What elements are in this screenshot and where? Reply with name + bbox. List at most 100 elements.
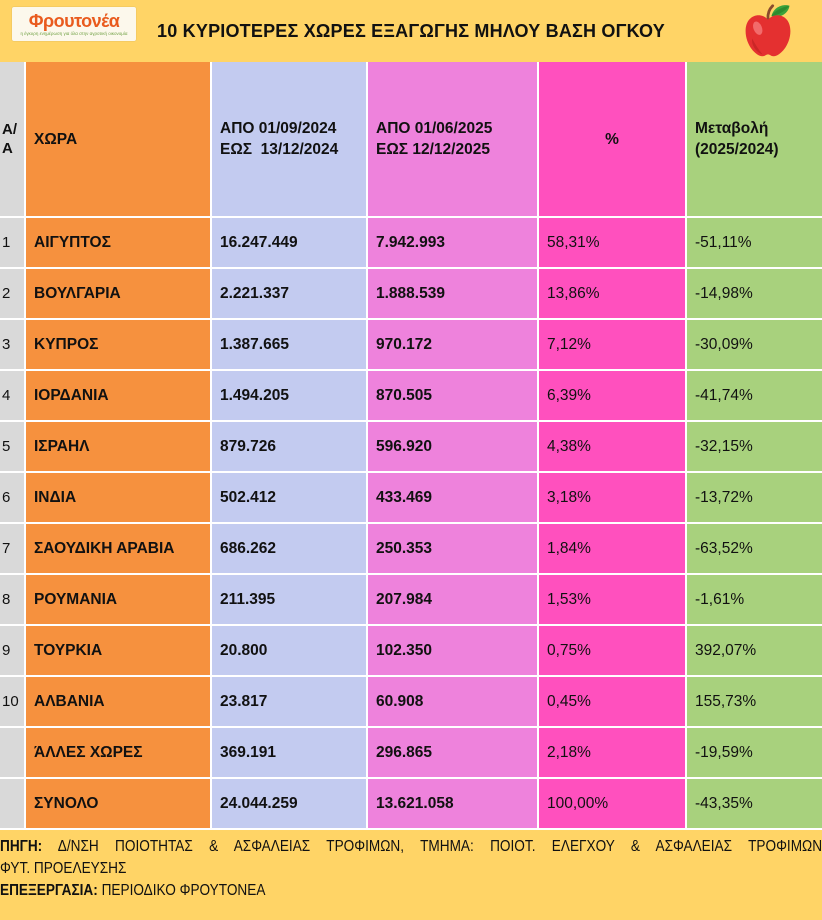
share-cell: 7,12% xyxy=(539,320,685,369)
processing-line: ΕΠΕΞΕΡΓΑΣΙΑ: ΠΕΡΙΟΔΙΚΟ ΦΡΟΥΤΟΝΕΑ xyxy=(0,880,822,902)
row-number: 8 xyxy=(0,575,24,624)
country-cell: ΣΑΟΥΔΙΚΗ ΑΡΑΒΙΑ xyxy=(26,524,210,573)
volume-2024-cell: 502.412 xyxy=(212,473,366,522)
table-body: 1 ΑΙΓΥΠΤΟΣ 16.247.449 7.942.993 58,31% -… xyxy=(0,218,822,828)
change-cell: -32,15% xyxy=(687,422,822,471)
header-country: ΧΩΡΑ xyxy=(26,62,210,216)
share-cell: 100,00% xyxy=(539,779,685,828)
header-num: Α/Α xyxy=(0,62,24,216)
volume-2025-cell: 870.505 xyxy=(368,371,537,420)
volume-2025-cell: 13.621.058 xyxy=(368,779,537,828)
country-cell: ΒΟΥΛΓΑΡΙΑ xyxy=(26,269,210,318)
change-cell: -13,72% xyxy=(687,473,822,522)
volume-2024-cell: 1.494.205 xyxy=(212,371,366,420)
page-title: 10 ΚΥΡΙΟΤΕΡΕΣ ΧΩΡΕΣ ΕΞΑΓΩΓΗΣ ΜΗΛΟΥ ΒΑΣΗ … xyxy=(157,20,665,41)
table-row: 3 ΚΥΠΡΟΣ 1.387.665 970.172 7,12% -30,09% xyxy=(0,320,822,369)
country-cell: ΡΟΥΜΑΝΙΑ xyxy=(26,575,210,624)
country-cell: ΤΟΥΡΚΙΑ xyxy=(26,626,210,675)
volume-2025-cell: 1.888.539 xyxy=(368,269,537,318)
share-cell: 2,18% xyxy=(539,728,685,777)
row-number: 9 xyxy=(0,626,24,675)
exports-table: Α/Α ΧΩΡΑ ΑΠΟ 01/09/2024 ΕΩΣ 13/12/2024 Α… xyxy=(0,62,822,830)
table-row: ΆΛΛΕΣ ΧΩΡΕΣ 369.191 296.865 2,18% -19,59… xyxy=(0,728,822,777)
change-cell: -19,59% xyxy=(687,728,822,777)
table-row: 8 ΡΟΥΜΑΝΙΑ 211.395 207.984 1,53% -1,61% xyxy=(0,575,822,624)
header-share: % xyxy=(539,62,685,216)
country-cell: ΙΣΡΑΗΛ xyxy=(26,422,210,471)
share-cell: 4,38% xyxy=(539,422,685,471)
table-row: 4 ΙΟΡΔΑΝΙΑ 1.494.205 870.505 6,39% -41,7… xyxy=(0,371,822,420)
country-cell: ΚΥΠΡΟΣ xyxy=(26,320,210,369)
volume-2025-cell: 970.172 xyxy=(368,320,537,369)
share-cell: 1,53% xyxy=(539,575,685,624)
table-row: 7 ΣΑΟΥΔΙΚΗ ΑΡΑΒΙΑ 686.262 250.353 1,84% … xyxy=(0,524,822,573)
volume-2024-cell: 16.247.449 xyxy=(212,218,366,267)
change-cell: -51,11% xyxy=(687,218,822,267)
footer-notes: ΠΗΓΗ: Δ/ΝΣΗ ΠΟΙΟΤΗΤΑΣ & ΑΣΦΑΛΕΙΑΣ ΤΡΟΦΙΜ… xyxy=(0,836,822,902)
table-row: ΣΥΝΟΛΟ 24.044.259 13.621.058 100,00% -43… xyxy=(0,779,822,828)
change-cell: -30,09% xyxy=(687,320,822,369)
header-bar: Φρουτονέα η έγκυρη ενημέρωση για όλα στη… xyxy=(0,0,822,62)
table-row: 5 ΙΣΡΑΗΛ 879.726 596.920 4,38% -32,15% xyxy=(0,422,822,471)
processing-text: ΠΕΡΙΟΔΙΚΟ ΦΡΟΥΤΟΝΕΑ xyxy=(101,882,266,899)
volume-2024-cell: 879.726 xyxy=(212,422,366,471)
volume-2025-cell: 102.350 xyxy=(368,626,537,675)
row-number: 10 xyxy=(0,677,24,726)
volume-2025-cell: 7.942.993 xyxy=(368,218,537,267)
header-period-2024: ΑΠΟ 01/09/2024 ΕΩΣ 13/12/2024 xyxy=(212,62,366,216)
country-cell: ΙΟΡΔΑΝΙΑ xyxy=(26,371,210,420)
change-cell: -14,98% xyxy=(687,269,822,318)
share-cell: 0,45% xyxy=(539,677,685,726)
table-row: 6 ΙΝΔΙΑ 502.412 433.469 3,18% -13,72% xyxy=(0,473,822,522)
change-cell: -41,74% xyxy=(687,371,822,420)
table-row: 10 ΑΛΒΑΝΙΑ 23.817 60.908 0,45% 155,73% xyxy=(0,677,822,726)
header-period-2025: ΑΠΟ 01/06/2025 ΕΩΣ 12/12/2025 xyxy=(368,62,537,216)
table-header-row: Α/Α ΧΩΡΑ ΑΠΟ 01/09/2024 ΕΩΣ 13/12/2024 Α… xyxy=(0,62,822,216)
volume-2024-cell: 686.262 xyxy=(212,524,366,573)
share-cell: 3,18% xyxy=(539,473,685,522)
country-cell: ΑΙΓΥΠΤΟΣ xyxy=(26,218,210,267)
froutonea-logo: Φρουτονέα η έγκυρη ενημέρωση για όλα στη… xyxy=(12,7,136,41)
volume-2025-cell: 60.908 xyxy=(368,677,537,726)
volume-2025-cell: 250.353 xyxy=(368,524,537,573)
table-row: 1 ΑΙΓΥΠΤΟΣ 16.247.449 7.942.993 58,31% -… xyxy=(0,218,822,267)
volume-2024-cell: 1.387.665 xyxy=(212,320,366,369)
row-number: 5 xyxy=(0,422,24,471)
volume-2024-cell: 20.800 xyxy=(212,626,366,675)
change-cell: -43,35% xyxy=(687,779,822,828)
table-row: 9 ΤΟΥΡΚΙΑ 20.800 102.350 0,75% 392,07% xyxy=(0,626,822,675)
volume-2025-cell: 433.469 xyxy=(368,473,537,522)
source-label: ΠΗΓΗ: xyxy=(0,838,43,855)
share-cell: 1,84% xyxy=(539,524,685,573)
country-cell: ΣΥΝΟΛΟ xyxy=(26,779,210,828)
row-number: 4 xyxy=(0,371,24,420)
table-row: 2 ΒΟΥΛΓΑΡΙΑ 2.221.337 1.888.539 13,86% -… xyxy=(0,269,822,318)
source-text: Δ/ΝΣΗ ΠΟΙΟΤΗΤΑΣ & ΑΣΦΑΛΕΙΑΣ ΤΡΟΦΙΜΩΝ, ΤΜ… xyxy=(57,838,822,855)
country-cell: ΑΛΒΑΝΙΑ xyxy=(26,677,210,726)
share-cell: 13,86% xyxy=(539,269,685,318)
row-number xyxy=(0,728,24,777)
volume-2025-cell: 596.920 xyxy=(368,422,537,471)
row-number: 1 xyxy=(0,218,24,267)
source-line-2: ΦΥΤ. ΠΡΟΕΛΕΥΣΗΣ xyxy=(0,860,127,877)
share-cell: 58,31% xyxy=(539,218,685,267)
row-number: 7 xyxy=(0,524,24,573)
share-cell: 0,75% xyxy=(539,626,685,675)
change-cell: -63,52% xyxy=(687,524,822,573)
change-cell: 155,73% xyxy=(687,677,822,726)
row-number xyxy=(0,779,24,828)
header-change: Μεταβολή (2025/2024) xyxy=(687,62,822,216)
logo-text: Φρουτονέα xyxy=(28,11,120,31)
volume-2025-cell: 207.984 xyxy=(368,575,537,624)
volume-2024-cell: 23.817 xyxy=(212,677,366,726)
change-cell: 392,07% xyxy=(687,626,822,675)
logo-tagline: η έγκυρη ενημέρωση για όλα στην αγροτική… xyxy=(20,31,128,36)
volume-2024-cell: 211.395 xyxy=(212,575,366,624)
share-cell: 6,39% xyxy=(539,371,685,420)
row-number: 2 xyxy=(0,269,24,318)
volume-2025-cell: 296.865 xyxy=(368,728,537,777)
change-cell: -1,61% xyxy=(687,575,822,624)
processing-label: ΕΠΕΞΕΡΓΑΣΙΑ: xyxy=(0,882,98,899)
row-number: 6 xyxy=(0,473,24,522)
